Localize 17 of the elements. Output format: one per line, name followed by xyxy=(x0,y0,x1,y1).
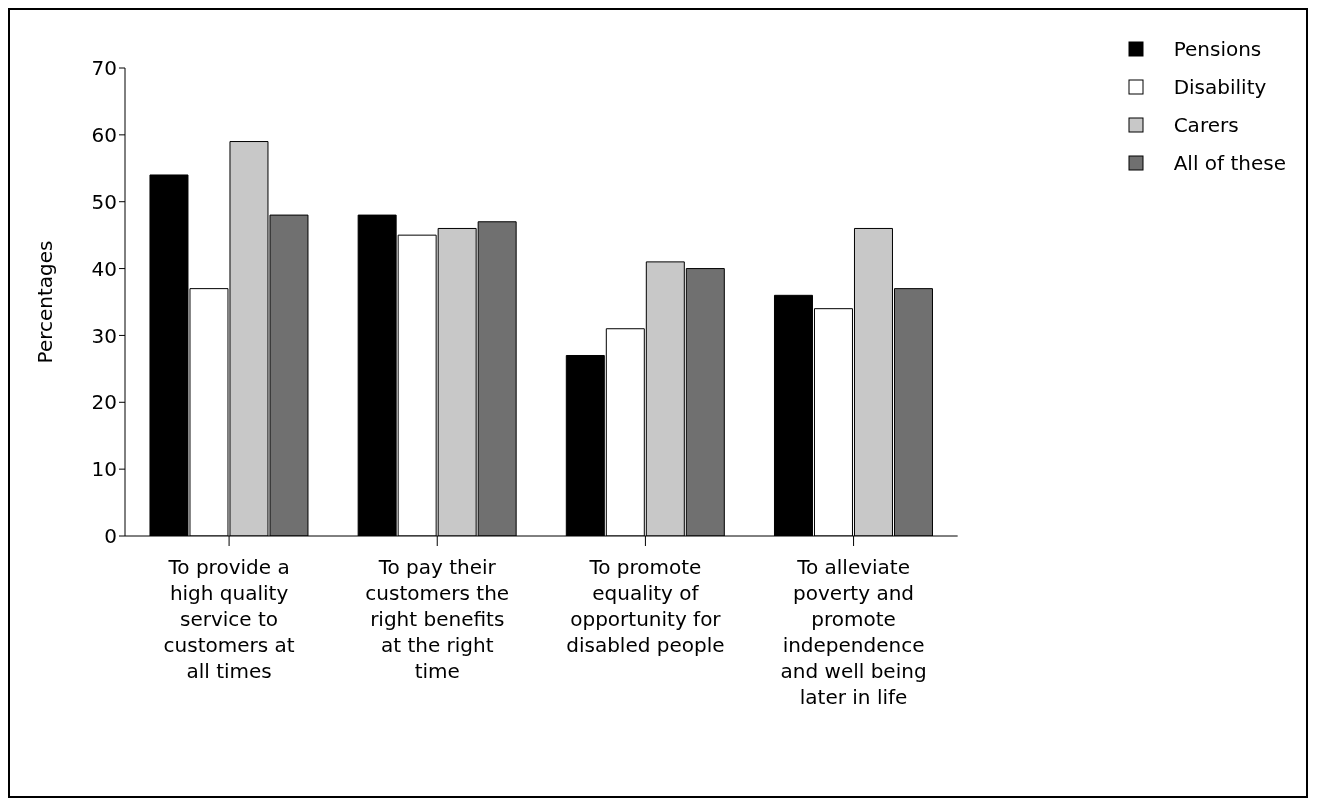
y-tick-label: 40 xyxy=(91,256,117,281)
legend-label: Pensions xyxy=(1173,37,1262,61)
x-tick-label: To pay their customers the right benefits at the right time xyxy=(365,555,510,683)
y-tick-label: 70 xyxy=(91,56,117,81)
x-tick-label: To alleviate poverty and promote independence and well being later in life xyxy=(780,555,927,709)
legend-label: All of these xyxy=(1173,151,1286,175)
y-tick-label: 60 xyxy=(91,122,117,147)
y-tick-label: 0 xyxy=(104,524,117,549)
legend-label: Disability xyxy=(1173,75,1267,99)
y-tick-label: 50 xyxy=(91,189,117,214)
y-tick-label: 10 xyxy=(91,457,117,482)
y-tick-label: 30 xyxy=(91,323,117,348)
y-tick-label: 20 xyxy=(91,390,117,415)
x-tick-label: To provide a high quality service to customers at all times xyxy=(163,555,295,683)
legend-label: Carers xyxy=(1173,113,1239,137)
y-axis-title: Percentages xyxy=(33,240,58,364)
x-tick-label: To promote equality of opportunity for disabled people xyxy=(566,555,725,657)
